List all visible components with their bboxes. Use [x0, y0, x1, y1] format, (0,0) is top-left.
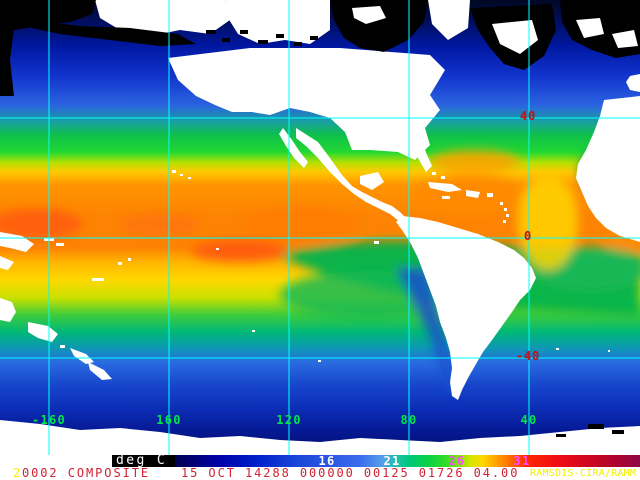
colorbar-tick-label: 31 — [513, 454, 531, 468]
latitude-label: -40 — [515, 349, 541, 363]
latitude-label: 40 — [519, 109, 537, 123]
colorbar-tick-label: 21 — [383, 454, 401, 468]
longitude-label: 80 — [400, 413, 418, 427]
credit-text: RAMSDIS-CIRA/RAMM — [530, 468, 637, 479]
channel-number: 2 — [13, 466, 23, 480]
grid-lines — [0, 0, 640, 455]
colorbar-gradient — [175, 455, 640, 467]
longitude-label: 160 — [156, 413, 182, 427]
latitude-label: 0 — [523, 229, 533, 243]
colorbar-tick-label: 26 — [448, 454, 466, 468]
longitude-label: 40 — [520, 413, 538, 427]
sst-map: -160 160 120 80 40 40 0 -40 — [0, 0, 640, 455]
sst-map-canvas — [0, 0, 640, 455]
longitude-label: 120 — [276, 413, 302, 427]
arctic-land-gaps — [352, 6, 638, 54]
product-label: 0002 COMPOSITE — [22, 466, 151, 480]
longitude-label: -160 — [31, 413, 67, 427]
antarctica — [0, 420, 640, 455]
polar-cloud-gaps — [95, 0, 470, 44]
arctic-landmasses — [0, 0, 640, 96]
colorbar-unit-label: deg C — [112, 454, 175, 467]
landmasses — [0, 48, 640, 400]
colorbar-tick-label: 16 — [318, 454, 336, 468]
datetime-text: 15 OCT 14288 000000 00125 01726 04.00 — [181, 466, 520, 480]
